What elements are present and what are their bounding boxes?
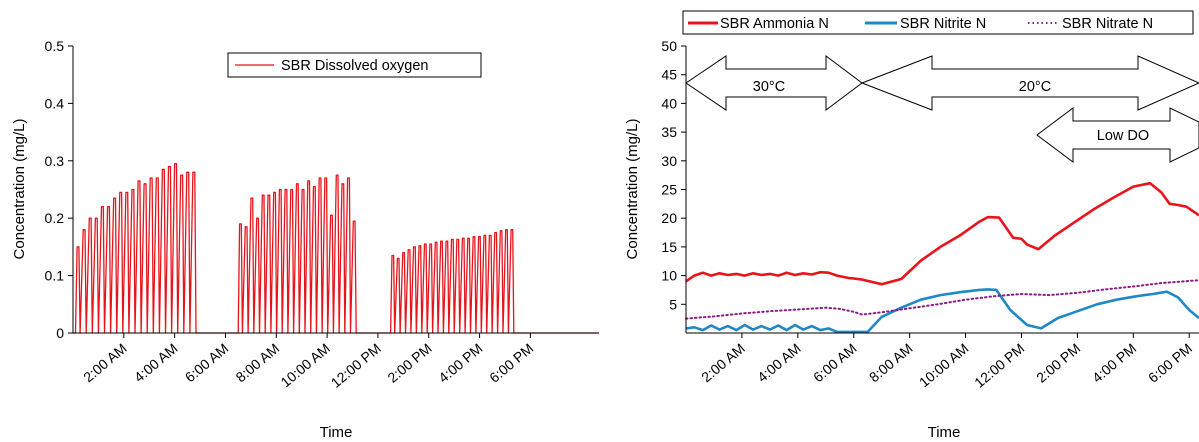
x-tick-label: 10:00 AM bbox=[277, 340, 333, 390]
y-tick-label: 35 bbox=[661, 124, 677, 140]
right-legend: SBR Ammonia N SBR Nitrite N SBR Nitrate … bbox=[682, 10, 1194, 35]
series-sbr-nitrate-n-line bbox=[685, 279, 1199, 320]
right-legend-box bbox=[682, 10, 1194, 35]
annotation-low-do: Low DO bbox=[1097, 128, 1149, 144]
y-tick-label: 5 bbox=[669, 296, 677, 312]
x-tick-label: 12:00 PM bbox=[328, 340, 384, 391]
x-tick-label: 6:00 PM bbox=[486, 340, 536, 386]
right-y-axis-label: Concentration (mg/L) bbox=[624, 119, 641, 260]
series-sbr-nitrite-n-line bbox=[685, 288, 1199, 334]
left-chart: 0 0.1 0.2 0.3 0.4 0.5 2:00 AM 4:00 AM 6:00 AM 8:… bbox=[11, 38, 599, 441]
x-tick-label: 6:00 PM bbox=[1145, 340, 1195, 386]
left-y-ticks: 0 0.1 0.2 0.3 0.4 0.5 bbox=[45, 38, 73, 341]
x-tick-label: 4:00 PM bbox=[435, 340, 485, 386]
x-tick-label: 10:00 AM bbox=[916, 340, 972, 390]
right-x-ticks: 2:00 AM 4:00 AM 6:00 AM 8:00 AM 10:00 AM 12:0… bbox=[698, 333, 1195, 391]
nitrogen-series bbox=[685, 181, 1199, 334]
y-tick-label: 20 bbox=[661, 210, 677, 226]
y-tick-label: 0.4 bbox=[45, 95, 65, 111]
right-x-axis-label: Time bbox=[928, 424, 961, 441]
left-y-axis-label: Concentration (mg/L) bbox=[11, 119, 28, 260]
dissolved-oxygen-series bbox=[73, 163, 599, 334]
y-tick-label: 0.5 bbox=[45, 38, 65, 54]
legend-ammonia-label: SBR Ammonia N bbox=[720, 16, 829, 32]
annotation-20c: 20°C bbox=[1019, 79, 1051, 95]
x-tick-label: 2:00 AM bbox=[80, 340, 130, 385]
y-tick-label: 25 bbox=[661, 182, 677, 198]
left-legend: SBR Dissolved oxygen bbox=[227, 52, 482, 78]
y-tick-label: 15 bbox=[661, 239, 677, 255]
y-tick-label: 10 bbox=[661, 268, 677, 284]
right-y-ticks: 5 10 15 20 25 30 35 40 45 50 bbox=[661, 38, 686, 312]
x-tick-label: 6:00 AM bbox=[810, 340, 860, 385]
legend-nitrite-label: SBR Nitrite N bbox=[900, 16, 986, 32]
legend-dissolved-oxygen-label: SBR Dissolved oxygen bbox=[281, 58, 429, 74]
x-tick-label: 2:00 AM bbox=[698, 340, 748, 385]
left-x-axis-label: Time bbox=[320, 424, 353, 441]
y-tick-label: 40 bbox=[661, 95, 677, 111]
x-tick-label: 8:00 AM bbox=[233, 340, 283, 385]
arrow-20c bbox=[860, 55, 1199, 111]
series-sbr-ammonia-n-line bbox=[685, 181, 1199, 286]
y-tick-label: 45 bbox=[661, 67, 677, 83]
x-tick-label: 4:00 PM bbox=[1089, 340, 1139, 386]
x-tick-label: 8:00 AM bbox=[866, 340, 916, 385]
y-tick-label: 0.2 bbox=[45, 210, 65, 226]
temperature-annotations: 30°C 20°C Low DO bbox=[685, 55, 1199, 163]
x-tick-label: 2:00 PM bbox=[1033, 340, 1083, 386]
y-tick-label: 50 bbox=[661, 38, 677, 54]
y-tick-label: 30 bbox=[661, 153, 677, 169]
legend-nitrate-label: SBR Nitrate N bbox=[1062, 16, 1153, 32]
arrow-low-do bbox=[1036, 107, 1199, 163]
annotation-30c: 30°C bbox=[753, 79, 785, 95]
x-tick-label: 6:00 AM bbox=[182, 340, 232, 385]
x-tick-label: 4:00 AM bbox=[131, 340, 181, 385]
x-tick-label: 12:00 PM bbox=[971, 340, 1027, 391]
y-tick-label: 0.3 bbox=[45, 153, 65, 169]
x-tick-label: 4:00 AM bbox=[754, 340, 804, 385]
y-tick-label: 0 bbox=[56, 325, 64, 341]
right-chart: 30°C 20°C Low DO 5 10 15 20 25 30 35 40 45 50 2:0… bbox=[624, 10, 1199, 441]
y-tick-label: 0.1 bbox=[45, 268, 65, 284]
x-tick-label: 2:00 PM bbox=[384, 340, 434, 386]
series-sbr-dissolved-oxygen-line bbox=[73, 163, 599, 334]
